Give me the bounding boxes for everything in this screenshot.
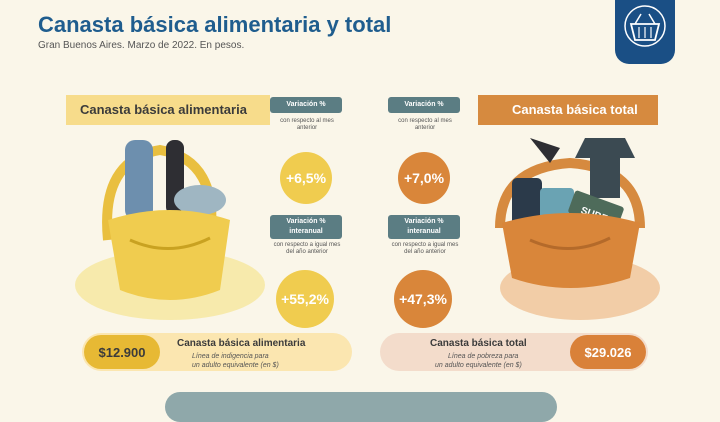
food-pill-line1: Línea de indigencia para: [192, 353, 269, 360]
total-basket-label-text: Canasta básica total: [512, 102, 638, 117]
total-yearly-header: Variación % interanual: [388, 215, 460, 239]
total-basket-price: $29.026: [570, 335, 646, 369]
total-pill-title: Canasta básica total: [430, 338, 527, 349]
tshirt-icon: [575, 138, 635, 198]
hair-dryer-icon: [530, 138, 560, 163]
logo-badge: [615, 0, 675, 64]
total-monthly-desc: con respecto al mes anterior: [398, 118, 452, 131]
total-yearly-value: +47,3%: [394, 270, 452, 328]
food-yearly-header: Variación % interanual: [270, 215, 342, 239]
page-title: Canasta básica alimentaria y total: [38, 12, 392, 37]
food-basket-price: $12.900: [84, 335, 160, 369]
food-basket-label: Canasta básica alimentaria: [66, 95, 270, 125]
fish-icon: [174, 185, 226, 215]
food-monthly-header: Variación %: [270, 97, 342, 113]
food-monthly-desc: con respecto al mes anterior: [280, 118, 334, 131]
food-yearly-value: +55,2%: [276, 270, 334, 328]
total-yearly-desc: con respecto a igual mes del año anterio…: [391, 242, 459, 255]
food-basket-illustration: [75, 140, 265, 320]
page-subtitle: Gran Buenos Aires. Marzo de 2022. En pes…: [38, 40, 245, 51]
total-monthly-value: +7,0%: [398, 152, 450, 204]
food-yearly-desc: con respecto a igual mes del año anterio…: [273, 242, 341, 255]
basket-logo-icon: [624, 5, 666, 47]
total-pill-line2: un adulto equivalente (en $): [435, 362, 522, 369]
total-basket-label: Canasta básica total: [478, 95, 658, 125]
food-pill-title: Canasta básica alimentaria: [177, 338, 306, 349]
total-basket-illustration: SUBE: [495, 138, 660, 320]
total-pill-line1: Línea de pobreza para: [448, 353, 519, 360]
water-bottle-icon: [125, 140, 153, 220]
total-monthly-header: Variación %: [388, 97, 460, 113]
food-monthly-value: +6,5%: [280, 152, 332, 204]
footer-bar: [165, 392, 557, 422]
food-pill-line2: un adulto equivalente (en $): [192, 362, 279, 369]
food-basket-label-text: Canasta básica alimentaria: [80, 102, 247, 117]
